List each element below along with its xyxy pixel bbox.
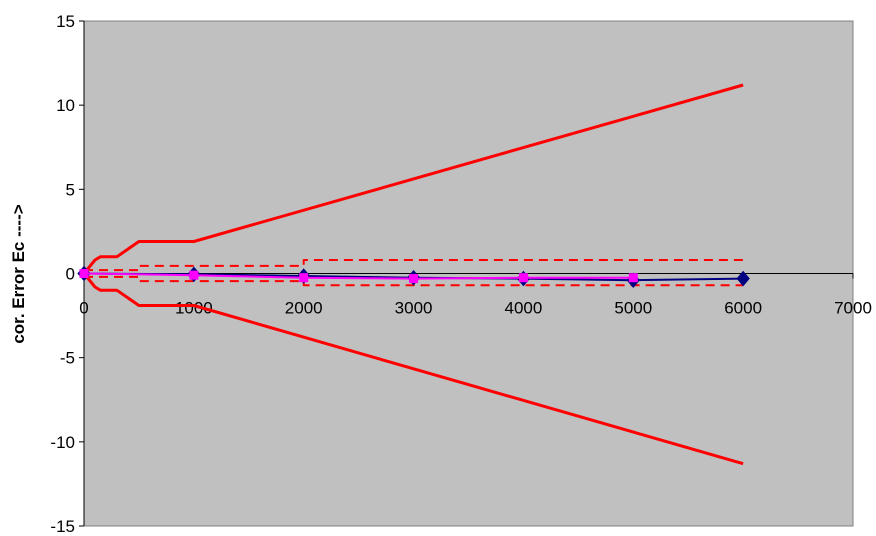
series-line-1 [82,272,744,466]
series-line-5 [83,272,634,280]
data-point-diamond [736,270,750,287]
x-tick-label: 5000 [614,299,652,318]
series-layer [77,83,750,466]
data-point-square [518,273,528,283]
x-tick-label: 4000 [505,299,543,318]
series-line-3 [84,275,744,287]
series-line-2 [84,259,744,272]
y-tick-label: 15 [56,12,75,31]
y-tick-label: -5 [60,349,75,368]
y-axis: -15 -10 -5 0 5 10 15 [50,12,85,536]
data-point-square [628,273,638,283]
y-tick-label: -10 [50,433,75,452]
data-point-square [189,270,199,280]
x-axis: 0 1000 2000 3000 4000 5000 6000 7000 [79,273,872,318]
series-line-0 [82,83,744,275]
x-tick-label: 3000 [395,299,433,318]
data-point-square [299,273,309,283]
x-tick-label: 2000 [285,299,323,318]
x-tick-label: 6000 [724,299,762,318]
y-tick-label: 5 [66,180,75,199]
y-tick-label: -15 [50,517,75,536]
x-tick-label: 0 [79,299,88,318]
x-tick-label: 7000 [834,299,872,318]
data-point-square [79,269,89,278]
data-point-square [409,274,419,284]
y-axis-title: cor. Error Ec ----> [9,204,28,343]
y-tick-label: 10 [56,96,75,115]
y-tick-label: 0 [66,265,75,284]
x-tick-label: 1000 [175,299,213,318]
